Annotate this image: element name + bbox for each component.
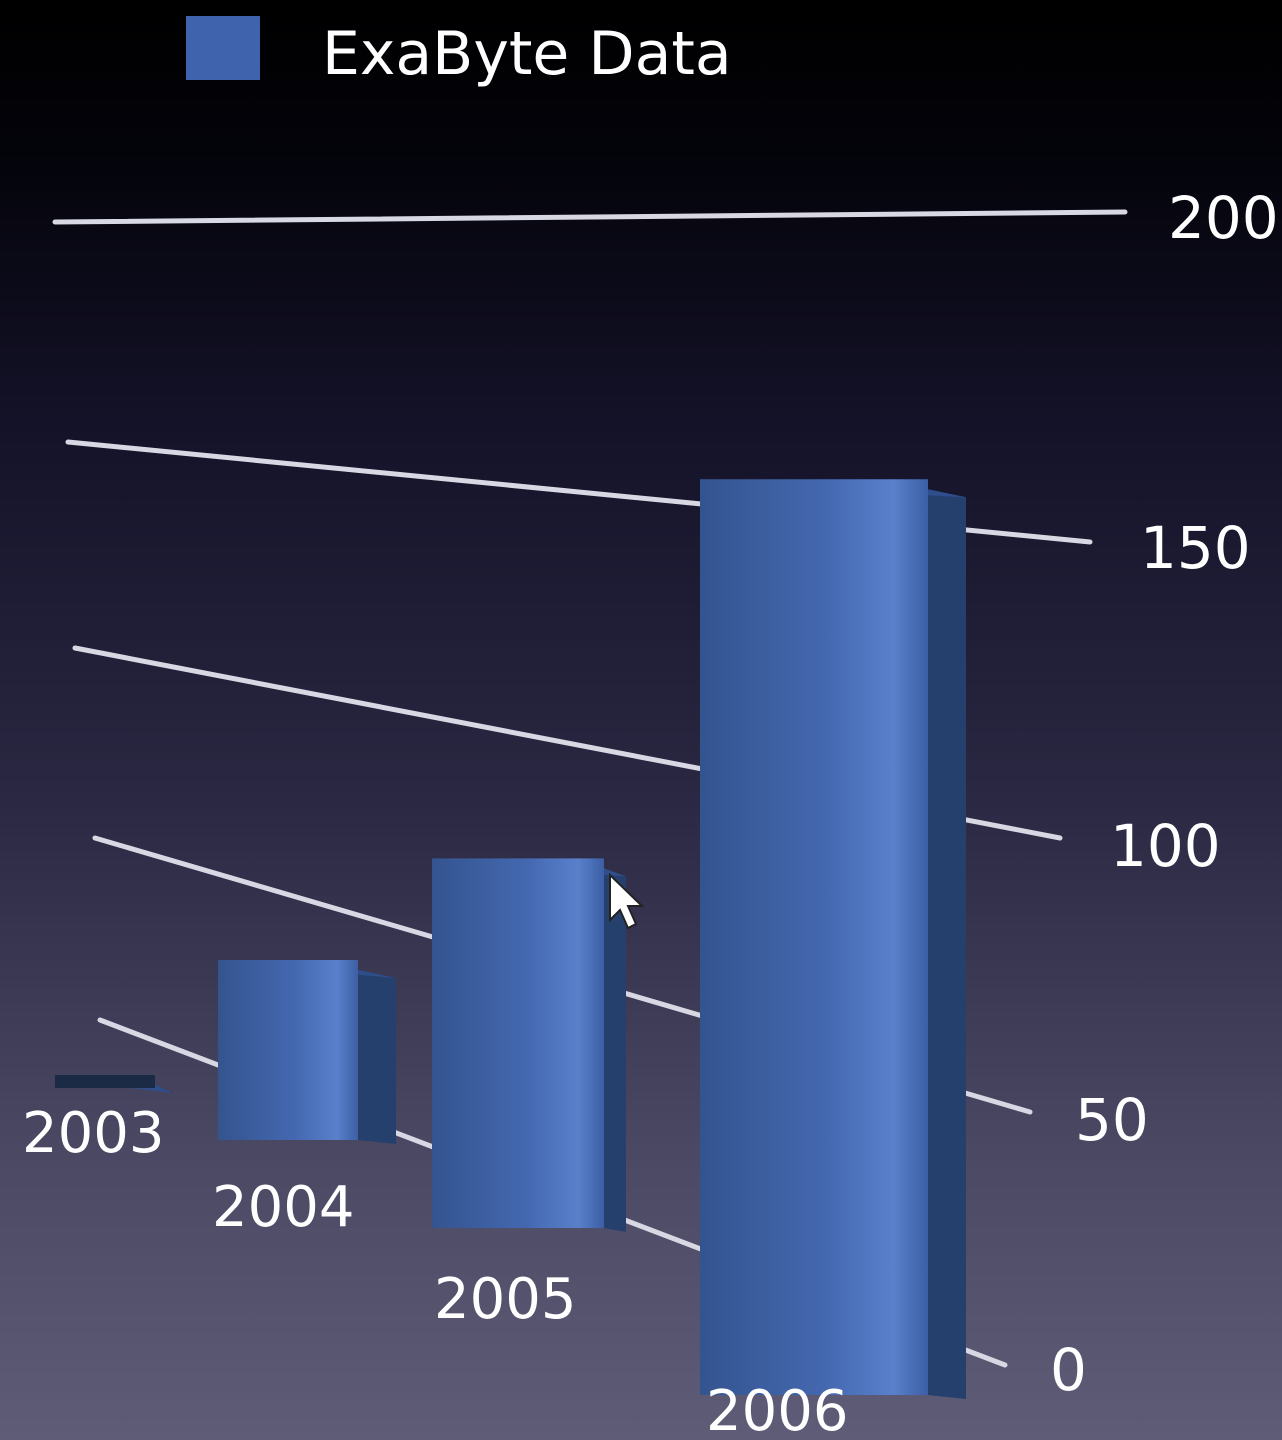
bars	[55, 479, 966, 1399]
bar	[432, 858, 604, 1228]
y-tick-label: 100	[1110, 812, 1221, 880]
legend-label: ExaByte Data	[322, 19, 732, 89]
bar	[700, 479, 928, 1395]
y-tick-label: 50	[1075, 1086, 1149, 1154]
bar-side	[928, 489, 966, 1399]
bar-side	[604, 868, 626, 1232]
legend: ExaByte Data	[186, 16, 732, 89]
x-tick-label: 2003	[22, 1101, 165, 1166]
legend-swatch	[186, 16, 260, 80]
x-tick-label: 2004	[212, 1175, 355, 1240]
arrow-cursor-icon	[609, 872, 645, 930]
x-axis-labels: 2003 2004 2005 2006	[22, 1101, 849, 1440]
x-tick-label: 2005	[434, 1267, 577, 1332]
bar	[218, 960, 358, 1140]
y-axis-ticks: 0 50 100 150 200	[1050, 184, 1279, 1404]
x-tick-label: 2006	[706, 1379, 849, 1440]
bar-side	[358, 970, 396, 1144]
bar	[55, 1075, 155, 1088]
y-tick-label: 150	[1140, 514, 1251, 582]
grid-line	[52, 209, 1128, 225]
y-tick-label: 0	[1050, 1336, 1087, 1404]
y-tick-label: 200	[1168, 184, 1279, 252]
